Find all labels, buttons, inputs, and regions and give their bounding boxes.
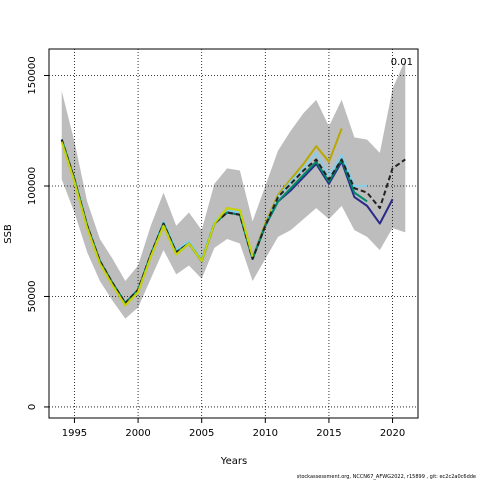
- series-line-6: [60, 141, 254, 307]
- footer-credit: stockassessment.org, NCCN67_AFWG2022, r1…: [297, 474, 476, 480]
- x-axis: 1995 2000 2005 2010 2015 2020: [62, 418, 405, 439]
- y-axis: 0 50000 100000 150000: [27, 56, 49, 410]
- x-tick-label-2015: 2015: [316, 428, 341, 439]
- y-tick-label-0: 0: [27, 404, 38, 410]
- confidence-band-layer: [61, 60, 406, 319]
- corner-label: 0.01: [391, 57, 413, 68]
- confidence-band: [61, 60, 406, 319]
- y-tick-label-50000: 50000: [27, 281, 38, 313]
- plot-frame: [48, 48, 419, 419]
- series-layer: [60, 128, 406, 307]
- x-tick-label-2000: 2000: [125, 428, 150, 439]
- y-axis-title: SSB: [3, 224, 14, 244]
- series-line-5: [60, 139, 406, 305]
- y-tick-label-150000: 150000: [27, 56, 38, 94]
- y-tick-label-100000: 100000: [27, 167, 38, 205]
- x-tick-label-2020: 2020: [380, 428, 405, 439]
- x-tick-label-2010: 2010: [253, 428, 278, 439]
- x-tick-label-2005: 2005: [189, 428, 214, 439]
- x-tick-label-1995: 1995: [62, 428, 87, 439]
- x-axis-title: Years: [220, 456, 247, 467]
